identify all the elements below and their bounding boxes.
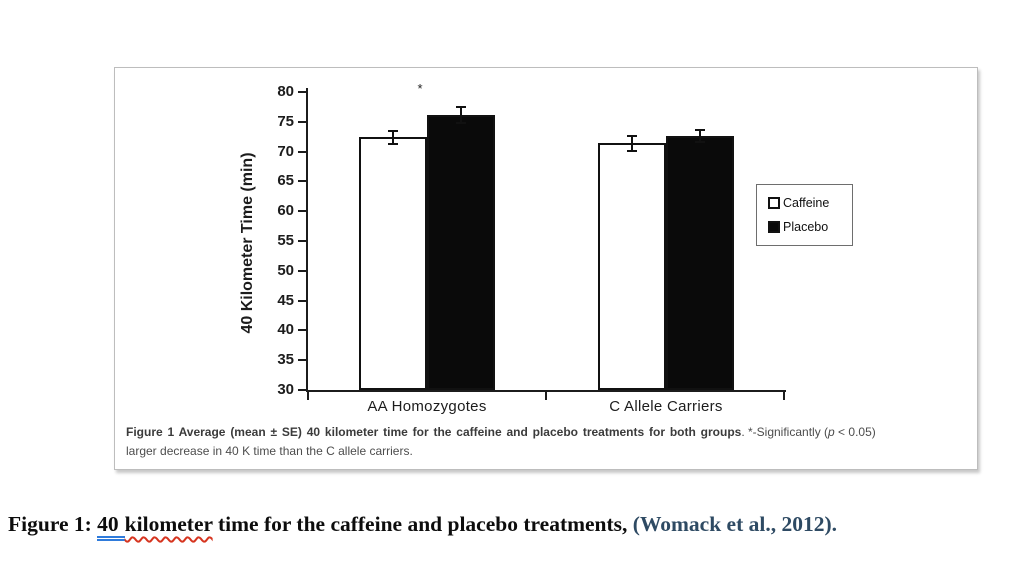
caption-prefix: Figure 1:	[8, 512, 98, 536]
caption-grammar-underlined-text: 40	[97, 512, 125, 541]
bar-placebo-group2	[666, 136, 734, 390]
y-tick-label: 75	[277, 112, 294, 130]
caption-middle: time for the caffeine and placebo treatm…	[212, 512, 633, 536]
document-caption: Figure 1: 40 kilometer time for the caffe…	[8, 507, 1022, 541]
bar-placebo-group1	[427, 114, 495, 390]
y-tick	[298, 329, 306, 332]
y-tick	[298, 91, 306, 93]
caption-spelling-underlined-text: kilometer	[124, 512, 213, 536]
bar-caffeine-group2	[598, 143, 666, 390]
legend-item: Placebo	[768, 220, 852, 234]
y-tick	[298, 389, 306, 391]
legend-item: Caffeine	[768, 196, 852, 210]
y-tick-label: 50	[277, 261, 294, 279]
legend-label: Placebo	[783, 220, 829, 235]
figure-caption-p: p	[828, 425, 835, 439]
y-tick-label: 80	[277, 83, 294, 100]
y-tick	[298, 210, 306, 213]
citation-link[interactable]: (Womack et al., 2012).	[632, 512, 838, 536]
y-tick	[298, 269, 306, 272]
y-tick	[298, 180, 306, 183]
significance-asterisk: *	[417, 81, 423, 96]
x-tick	[783, 392, 785, 400]
legend-label: Caffeine	[783, 195, 830, 210]
error-bar	[388, 129, 398, 146]
y-tick-label: 35	[277, 351, 294, 369]
y-tick	[298, 240, 306, 242]
figure-caption-line2: larger decrease in 40 K time than the C …	[126, 444, 413, 458]
chart-legend: Caffeine Placebo	[756, 184, 853, 246]
y-axis-line	[306, 88, 308, 392]
y-tick-label: 30	[277, 381, 294, 398]
y-tick	[298, 359, 306, 362]
x-category-label: C Allele Carriers	[609, 398, 723, 415]
y-tick	[298, 150, 306, 153]
x-tick	[307, 392, 309, 400]
legend-swatch-caffeine	[768, 196, 780, 209]
figure-caption-after-p: < 0.05)	[834, 425, 876, 439]
y-tick	[298, 299, 306, 302]
chart-plot-area: 80 75 70 65 60 55 50 45 40 35 30 AA Homozygotes C Al…	[277, 82, 786, 415]
error-bar	[627, 134, 637, 152]
x-tick	[545, 392, 547, 400]
y-tick-label: 40	[277, 321, 294, 339]
figure-caption-line1: Figure 1 Average (mean ± SE) 40 kilomete…	[126, 423, 972, 442]
figure-image-panel: 40 Kilometer Time (min) 80 75 70 65 60 55 50 45…	[114, 67, 978, 470]
x-axis-line	[306, 390, 786, 392]
error-bar	[695, 128, 705, 144]
bar-caffeine-group1	[359, 137, 427, 390]
y-tick-label: 65	[277, 172, 294, 190]
y-tick	[298, 120, 306, 123]
y-tick-label: 45	[277, 291, 294, 309]
legend-swatch-placebo	[768, 221, 780, 234]
x-category-label: AA Homozygotes	[367, 398, 487, 415]
y-axis-title: 40 Kilometer Time (min)	[239, 152, 256, 334]
y-tick-label: 70	[277, 142, 294, 160]
figure-caption-sep: . *-Significantly (	[741, 425, 829, 439]
error-bar	[456, 105, 466, 124]
figure-caption-bold: Figure 1 Average (mean ± SE) 40 kilomete…	[126, 425, 742, 439]
y-tick-label: 55	[277, 232, 294, 249]
figure-caption: Figure 1 Average (mean ± SE) 40 kilomete…	[126, 423, 972, 461]
y-tick-label: 60	[277, 202, 294, 220]
